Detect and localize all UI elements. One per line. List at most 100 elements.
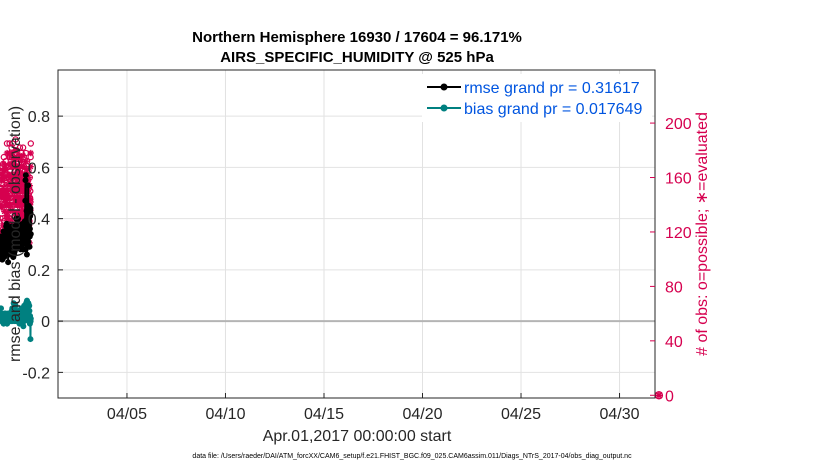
- obs-evaluated-point: [0, 228, 4, 236]
- obs-evaluated-glyph: [17, 168, 24, 176]
- rmse-point: [22, 197, 29, 204]
- rmse-point: [26, 243, 33, 250]
- obs-evaluated-point: [11, 193, 18, 200]
- chart-title: Northern Hemisphere 16930 / 17604 = 96.1…: [192, 29, 522, 46]
- obs-evaluated-point: [0, 221, 6, 229]
- bias-point: [27, 336, 34, 343]
- y-tick-label-right: 80: [665, 279, 683, 296]
- obs-evaluated-point: [11, 174, 19, 181]
- obs-evaluated-glyph: [19, 152, 27, 159]
- obs-evaluated-point: [3, 187, 10, 195]
- obs-evaluated-point: [27, 196, 34, 203]
- obs-evaluated-glyph: [8, 187, 15, 195]
- obs-evaluated-glyph: [27, 196, 34, 203]
- obs-evaluated-glyph: [13, 168, 21, 176]
- obs-possible-point: [19, 144, 27, 151]
- obs-possible-point: [12, 136, 19, 143]
- obs-evaluated-point: [0, 171, 6, 178]
- obs-evaluated-glyph: [10, 163, 17, 170]
- plot-area: [0, 136, 664, 400]
- rmse-point: [25, 182, 32, 189]
- obs-evaluated-glyph: [19, 206, 27, 214]
- obs-evaluated-glyph: [23, 166, 31, 173]
- obs-evaluated-glyph: [11, 193, 18, 200]
- obs-evaluated-glyph: [12, 147, 19, 154]
- x-tick-label: 04/10: [205, 406, 245, 423]
- rmse-point: [23, 251, 30, 258]
- y-tick-label-left: -0.2: [22, 365, 50, 382]
- obs-evaluated-point: [7, 171, 15, 178]
- obs-evaluated-glyph: [5, 193, 13, 200]
- obs-possible-point: [16, 144, 24, 151]
- obs-evaluated-glyph: [3, 212, 10, 219]
- obs-evaluated-point: [10, 185, 18, 192]
- y-tick-label-right: 0: [665, 388, 674, 405]
- bias-point: [26, 302, 33, 309]
- obs-evaluated-point: [0, 167, 7, 174]
- legend-bias-marker: [440, 104, 448, 112]
- obs-evaluated-glyph: [5, 208, 13, 215]
- obs-evaluated-point: [13, 155, 20, 162]
- chart-subtitle: AIRS_SPECIFIC_HUMIDITY @ 525 hPa: [220, 49, 494, 66]
- zero-count-asterisk: [654, 391, 663, 400]
- y-axis-label-right: # of obs: o=possible; ∗=evaluated: [694, 112, 711, 356]
- obs-evaluated-point: [14, 179, 21, 187]
- obs-evaluated-point: [15, 171, 22, 178]
- obs-evaluated-point: [2, 198, 10, 206]
- obs-evaluated-point: [3, 212, 10, 219]
- rmse-point: [27, 210, 34, 217]
- obs-evaluated-point: [2, 190, 9, 198]
- obs-evaluated-glyph: [11, 174, 19, 181]
- obs-evaluated-point: [5, 193, 13, 200]
- rmse-point: [3, 220, 10, 227]
- y-tick-label-right: 160: [665, 171, 692, 188]
- obs-evaluated-point: [0, 204, 5, 211]
- obs-evaluated-point: [19, 152, 27, 159]
- rmse-point: [22, 172, 29, 179]
- obs-evaluated-glyph: [7, 201, 15, 208]
- obs-evaluated-point: [9, 149, 16, 157]
- obs-evaluated-glyph: [20, 163, 27, 170]
- obs-evaluated-glyph: [0, 160, 8, 168]
- obs-evaluated-glyph: [9, 206, 16, 214]
- obs-evaluated-glyph: [1, 174, 9, 181]
- obs-evaluated-glyph: [2, 190, 9, 198]
- obs-evaluated-glyph: [2, 166, 9, 173]
- obs-evaluated-point: [5, 208, 13, 215]
- obs-possible-point: [8, 144, 15, 151]
- y-tick-label-left: 0.6: [28, 160, 50, 177]
- bias-point: [12, 302, 19, 309]
- rmse-point: [27, 205, 34, 212]
- data-file-footnote: data file: /Users/raeder/DAI/ATM_forcXX/…: [192, 453, 632, 460]
- obs-evaluated-glyph: [15, 174, 23, 181]
- obs-evaluated-point: [27, 149, 34, 157]
- obs-evaluated-point: [20, 163, 27, 170]
- obs-evaluated-point: [8, 160, 15, 168]
- x-tick-label: 04/30: [600, 406, 640, 423]
- rmse-point: [26, 225, 33, 232]
- rmse-point: [25, 238, 32, 245]
- obs-evaluated-point: [15, 174, 23, 181]
- obs-evaluated-glyph: [8, 152, 15, 159]
- bias-point: [0, 305, 5, 312]
- rmse-point: [22, 177, 29, 184]
- obs-evaluated-point: [18, 201, 26, 208]
- rmse-point: [27, 231, 34, 237]
- y-tick-label-left: 0.8: [28, 109, 50, 126]
- bias-point: [20, 323, 27, 330]
- obs-evaluated-glyph: [18, 157, 25, 165]
- obs-evaluated-point: [19, 206, 27, 214]
- y-axis-label-left: rmse and bias (model - observation): [7, 106, 24, 362]
- x-tick-label: 04/20: [402, 406, 442, 423]
- obs-evaluated-glyph: [19, 198, 26, 206]
- obs-evaluated-glyph: [16, 163, 23, 170]
- plot-frame: [57, 69, 656, 399]
- obs-evaluated-point: [16, 163, 23, 170]
- obs-evaluated-glyph: [9, 149, 16, 157]
- obs-evaluated-glyph: [5, 215, 12, 222]
- y-tick-label-right: 200: [665, 116, 692, 133]
- obs-evaluated-point: [5, 215, 12, 222]
- rmse-point: [5, 259, 12, 266]
